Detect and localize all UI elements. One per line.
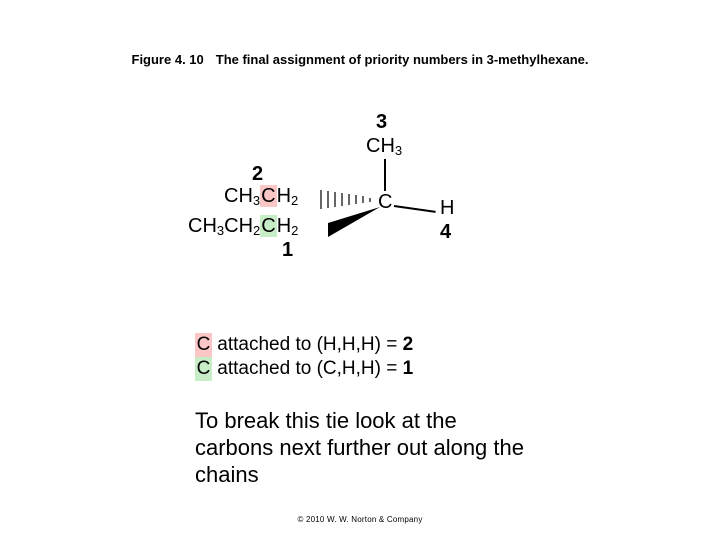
group-propyl: CH3CH2CH2	[188, 215, 298, 238]
rule-text-2: attached to (H,H,H) =	[212, 334, 403, 355]
bond-right	[394, 205, 436, 213]
priority-2: 2	[252, 163, 263, 186]
figure-caption-text: The final assignment of priority numbers…	[216, 52, 589, 67]
group-top-ch3: CH3	[366, 135, 402, 158]
figure-number: Figure 4. 10	[132, 52, 204, 67]
group-ethyl: CH3CH2	[224, 185, 298, 208]
rule-c-green: C	[195, 357, 212, 381]
priority-4: 4	[440, 221, 451, 244]
figure-caption: Figure 4. 10 The final assignment of prio…	[0, 52, 720, 67]
rule-line-1: C attached to (C,H,H) = 1	[195, 357, 413, 381]
priority-1: 1	[282, 239, 293, 262]
rule-val-2: 2	[403, 334, 414, 355]
highlight-pink-c: C	[260, 185, 276, 207]
explanation-text: To break this tie look at the carbons ne…	[195, 408, 525, 488]
rule-text-1: attached to (C,H,H) =	[212, 358, 403, 379]
copyright-notice: © 2010 W. W. Norton & Company	[0, 515, 720, 524]
bond-top	[384, 159, 386, 191]
highlight-green-c: C	[260, 215, 276, 237]
priority-3: 3	[376, 111, 387, 134]
bond-wedge-solid	[320, 205, 382, 239]
rule-c-pink: C	[195, 333, 212, 357]
rule-val-1: 1	[403, 358, 414, 379]
rule-line-2: C attached to (H,H,H) = 2	[195, 333, 413, 357]
group-right-h: H	[440, 197, 454, 220]
priority-rules: C attached to (H,H,H) = 2 C attached to …	[195, 333, 413, 381]
molecule-diagram: 3 CH3 C H 4 2 CH3CH2 CH3CH2CH2 1	[180, 115, 540, 315]
